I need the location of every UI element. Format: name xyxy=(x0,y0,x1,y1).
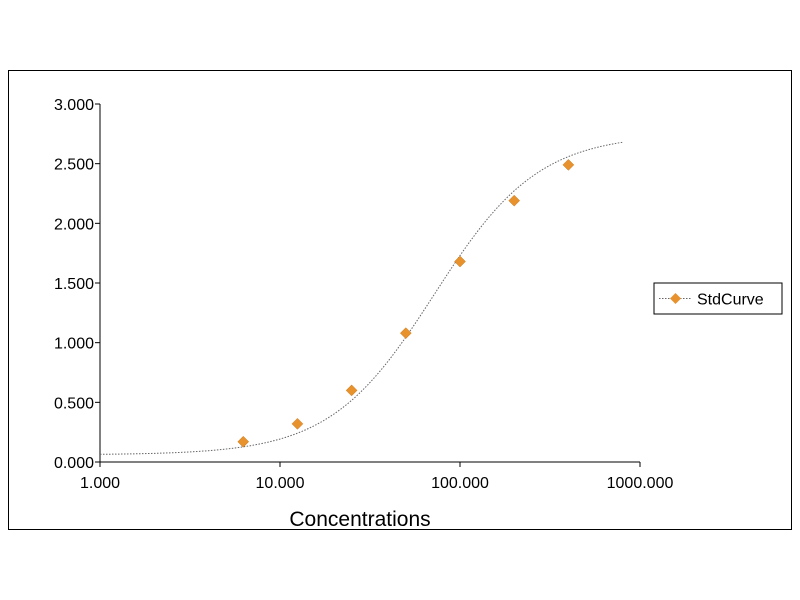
x-tick-label: 1000.000 xyxy=(607,475,674,492)
data-point xyxy=(291,417,304,430)
legend: StdCurve xyxy=(653,282,783,315)
x-axis-ticks: 1.000 10.000 100.000 1000.000 xyxy=(80,462,673,492)
axes: 0.000 0.500 1.000 1.500 2.000 2.500 3.000 1.00… xyxy=(54,97,674,492)
fit-curve-layer xyxy=(99,141,623,455)
y-tick-label: 0.500 xyxy=(54,395,94,412)
x-axis-title: Concentrations xyxy=(289,508,430,531)
y-tick-label: 1.500 xyxy=(54,276,94,293)
legend-label: StdCurve xyxy=(697,292,764,309)
data-point xyxy=(454,255,466,268)
data-point xyxy=(562,159,575,171)
y-axis-ticks: 0.000 0.500 1.000 1.500 2.000 2.500 3.000 xyxy=(54,97,100,472)
x-tick-label: 10.000 xyxy=(256,475,305,492)
data-points-layer xyxy=(237,159,575,448)
y-tick-label: 2.000 xyxy=(54,216,94,233)
y-tick-label: 3.000 xyxy=(54,97,94,114)
y-tick-label: 0.000 xyxy=(54,455,94,472)
y-tick-label: 1.000 xyxy=(54,336,94,353)
x-tick-label: 100.000 xyxy=(431,475,489,492)
fit-curve xyxy=(99,141,623,455)
x-tick-label: 1.000 xyxy=(80,475,120,492)
data-point xyxy=(508,194,521,207)
legend-marker-diamond xyxy=(670,293,681,304)
data-point xyxy=(345,384,358,397)
y-tick-label: 2.500 xyxy=(54,157,94,174)
data-point xyxy=(237,435,250,448)
data-point xyxy=(399,327,412,339)
